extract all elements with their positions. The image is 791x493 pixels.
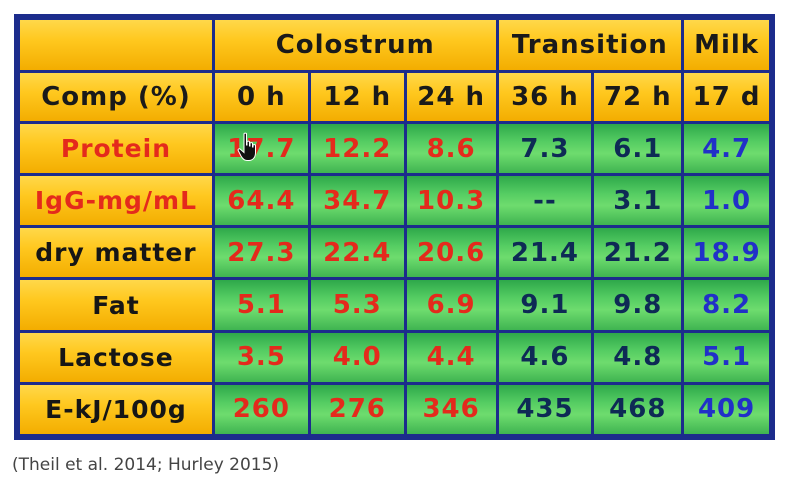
row-label-igg: IgG-mg/mL	[20, 176, 212, 226]
cell-energy-12h: 276	[310, 384, 404, 434]
column-header-comp: Comp (%)	[20, 73, 212, 121]
cell-lactose-24h: 4.4	[406, 332, 496, 382]
cell-lactose-36h: 4.6	[498, 332, 592, 382]
column-header-36h: 36 h	[498, 73, 592, 121]
cell-dry-matter-12h: 22.4	[310, 228, 404, 278]
cell-igg-36h: --	[498, 176, 592, 226]
cell-energy-72h: 468	[594, 384, 682, 434]
cell-igg-72h: 3.1	[594, 176, 682, 226]
cell-energy-24h: 346	[406, 384, 496, 434]
cell-protein-24h: 8.6	[406, 124, 496, 174]
column-header-72h: 72 h	[594, 73, 682, 121]
table-row: Protein 17.7 12.2 8.6 7.3 6.1 4.7	[20, 124, 769, 174]
corner-cell	[20, 20, 212, 70]
column-header-0h: 0 h	[214, 73, 308, 121]
cell-fat-24h: 6.9	[406, 280, 496, 330]
column-header-row: Comp (%) 0 h 12 h 24 h 36 h 72 h 17 d	[20, 73, 769, 121]
cell-fat-12h: 5.3	[310, 280, 404, 330]
group-header-milk: Milk	[684, 20, 769, 70]
table-row: dry matter 27.3 22.4 20.6 21.4 21.2 18.9	[20, 228, 769, 278]
cell-lactose-17d: 5.1	[684, 332, 769, 382]
table-row: Fat 5.1 5.3 6.9 9.1 9.8 8.2	[20, 280, 769, 330]
cell-dry-matter-0h: 27.3	[214, 228, 308, 278]
row-label-lactose: Lactose	[20, 332, 212, 382]
cell-igg-17d: 1.0	[684, 176, 769, 226]
cell-fat-72h: 9.8	[594, 280, 682, 330]
row-label-fat: Fat	[20, 280, 212, 330]
cell-igg-0h: 64.4	[214, 176, 308, 226]
cell-igg-12h: 34.7	[310, 176, 404, 226]
cell-lactose-12h: 4.0	[310, 332, 404, 382]
cell-dry-matter-17d: 18.9	[684, 228, 769, 278]
cell-fat-36h: 9.1	[498, 280, 592, 330]
cell-protein-12h: 12.2	[310, 124, 404, 174]
cell-dry-matter-24h: 20.6	[406, 228, 496, 278]
citation: (Theil et al. 2014; Hurley 2015)	[12, 455, 280, 475]
column-header-17d: 17 d	[684, 73, 769, 121]
cell-lactose-0h: 3.5	[214, 332, 308, 382]
cell-igg-24h: 10.3	[406, 176, 496, 226]
cell-energy-17d: 409	[684, 384, 769, 434]
cell-protein-36h: 7.3	[498, 124, 592, 174]
cell-fat-17d: 8.2	[684, 280, 769, 330]
column-header-12h: 12 h	[310, 73, 404, 121]
group-header-row: Colostrum Transition Milk	[20, 20, 769, 70]
row-label-energy: E-kJ/100g	[20, 384, 212, 434]
cell-lactose-72h: 4.8	[594, 332, 682, 382]
group-header-colostrum: Colostrum	[214, 20, 496, 70]
cell-protein-17d: 4.7	[684, 124, 769, 174]
cell-protein-72h: 6.1	[594, 124, 682, 174]
cell-dry-matter-36h: 21.4	[498, 228, 592, 278]
data-table-frame: Colostrum Transition Milk Comp (%) 0 h 1…	[14, 14, 775, 440]
cell-protein-0h: 17.7	[214, 124, 308, 174]
cell-fat-0h: 5.1	[214, 280, 308, 330]
column-header-24h: 24 h	[406, 73, 496, 121]
row-label-protein: Protein	[20, 124, 212, 174]
cell-energy-36h: 435	[498, 384, 592, 434]
cell-dry-matter-72h: 21.2	[594, 228, 682, 278]
row-label-dry-matter: dry matter	[20, 228, 212, 278]
table-row: E-kJ/100g 260 276 346 435 468 409	[20, 384, 769, 434]
group-header-transition: Transition	[498, 20, 682, 70]
table-row: IgG-mg/mL 64.4 34.7 10.3 -- 3.1 1.0	[20, 176, 769, 226]
hand-pointer-icon	[237, 132, 256, 161]
composition-table: Colostrum Transition Milk Comp (%) 0 h 1…	[17, 17, 772, 437]
table-row: Lactose 3.5 4.0 4.4 4.6 4.8 5.1	[20, 332, 769, 382]
cell-energy-0h: 260	[214, 384, 308, 434]
